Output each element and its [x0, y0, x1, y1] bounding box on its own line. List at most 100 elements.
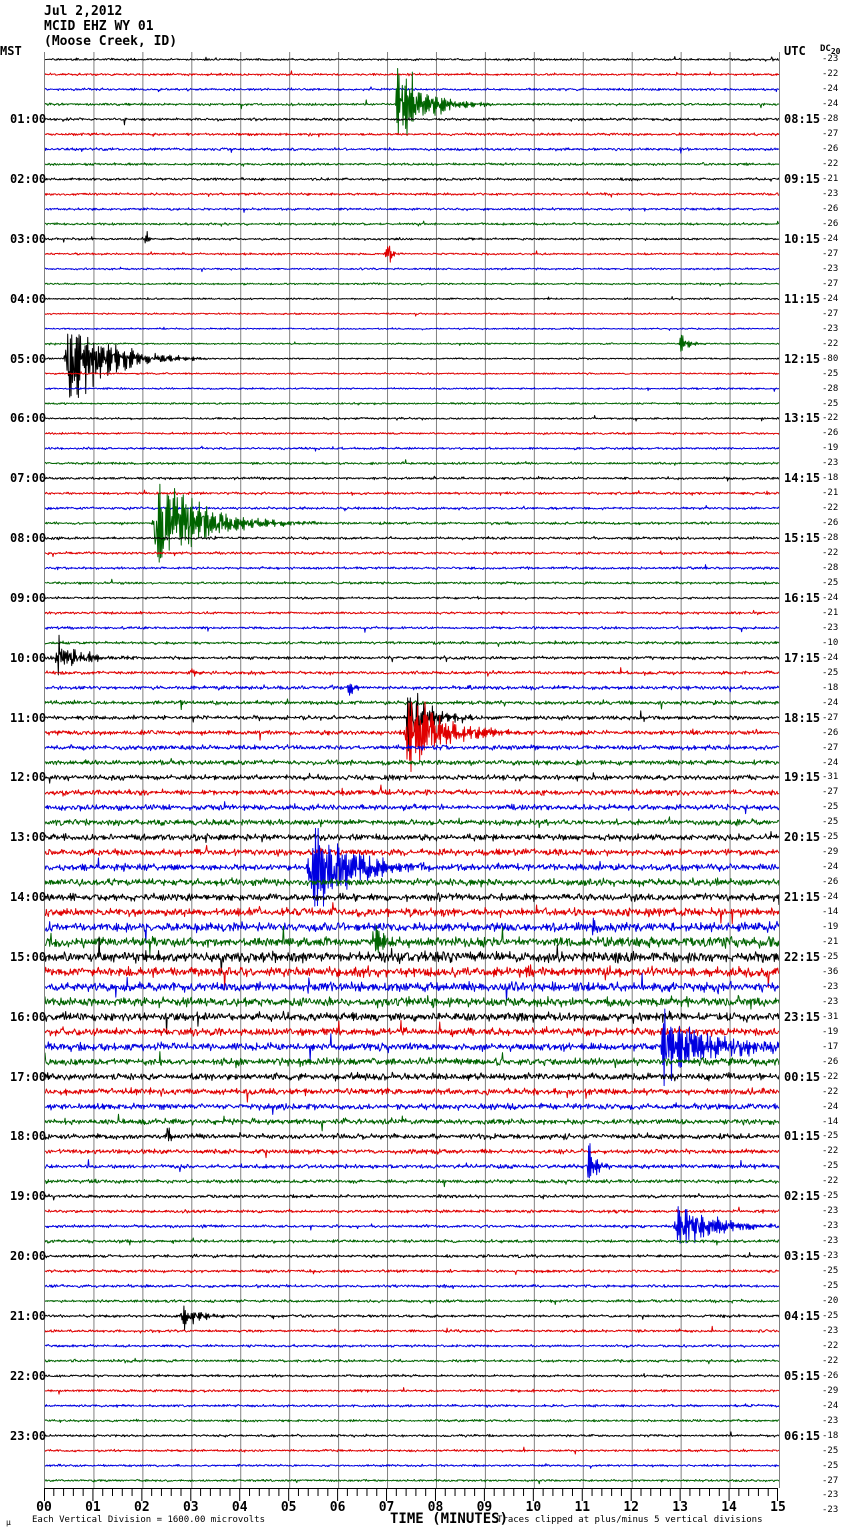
- utc-time-label: 15:15: [784, 531, 821, 546]
- dc-offset-value: -22: [822, 548, 839, 559]
- dc-offset-value: -23: [822, 1236, 839, 1247]
- dc-offset-value: -21: [822, 488, 839, 499]
- utc-time-label: 06:15: [784, 1428, 821, 1443]
- clipping-note: Traces clipped at plus/minus 5 vertical …: [497, 1515, 763, 1525]
- utc-time-label: 12:15: [784, 351, 821, 366]
- dc-offset-value: -25: [822, 1266, 839, 1277]
- x-axis-ticks: [44, 1488, 778, 1501]
- header-location: (Moose Creek, ID): [44, 34, 178, 49]
- dc-offset-value: -26: [822, 144, 839, 155]
- dc-offset-value: -22: [822, 1071, 839, 1082]
- dc-offset-value: -21: [822, 174, 839, 185]
- dc-offset-value: -27: [822, 787, 839, 798]
- utc-time-label: 01:15: [784, 1129, 821, 1144]
- dc-offset-value: -24: [822, 892, 839, 903]
- mst-axis-label: MST: [0, 44, 22, 58]
- dc-offset-value: -18: [822, 473, 839, 484]
- x-axis-tick-label: 03: [182, 1500, 199, 1515]
- dc-offset-value: -21: [822, 607, 839, 618]
- x-axis-tick-label: 04: [231, 1500, 248, 1515]
- dc-offset-value: -19: [822, 443, 839, 454]
- x-axis-tick-label: 02: [134, 1500, 150, 1515]
- x-axis-tick-label: 15: [770, 1500, 786, 1515]
- dc-offset-value: -25: [822, 1281, 839, 1292]
- dc-offset-value: -18: [822, 1430, 839, 1441]
- dc-offset-value: -25: [822, 1161, 839, 1172]
- dc-offset-value: -23: [822, 996, 839, 1007]
- mst-time-label: 05:00: [10, 351, 47, 366]
- dc-offset-value: -19: [822, 922, 839, 933]
- mst-time-label: 15:00: [10, 949, 47, 964]
- seismogram-traces: [45, 52, 779, 1488]
- dc-offset-value: -28: [822, 383, 839, 394]
- dc-offset-value: -24: [822, 293, 839, 304]
- mst-time-label: 06:00: [10, 411, 47, 426]
- utc-time-label: 21:15: [784, 890, 821, 905]
- dc-offset-value: -23: [822, 323, 839, 334]
- dc-offset-value: -22: [822, 1340, 839, 1351]
- microvolt-symbol: μ: [6, 1518, 11, 1527]
- dc-offset-value: -26: [822, 1370, 839, 1381]
- dc-offset-value: -26: [822, 727, 839, 738]
- utc-time-label: 20:15: [784, 830, 821, 845]
- dc-offset-value: -25: [822, 1131, 839, 1142]
- dc-offset-value: -27: [822, 248, 839, 259]
- dc-offset-value: -22: [822, 1355, 839, 1366]
- utc-axis-label: UTC: [784, 44, 806, 58]
- dc-offset-value: -27: [822, 308, 839, 319]
- dc-offset-value: -24: [822, 757, 839, 768]
- dc-offset-value: -24: [822, 592, 839, 603]
- dc-offset-value: -19: [822, 1026, 839, 1037]
- dc-offset-value: -24: [822, 1400, 839, 1411]
- dc-offset-value: -27: [822, 278, 839, 289]
- utc-time-label: 16:15: [784, 590, 821, 605]
- dc-offset-value: -23: [822, 1221, 839, 1232]
- header-station: MCID EHZ WY 01: [44, 19, 154, 34]
- dc-offset-value: -22: [822, 1146, 839, 1157]
- mst-time-label: 17:00: [10, 1069, 47, 1084]
- utc-time-label: 19:15: [784, 770, 821, 785]
- utc-time-label: 08:15: [784, 112, 821, 127]
- mst-time-label: 02:00: [10, 172, 47, 187]
- mst-time-label: 04:00: [10, 291, 47, 306]
- dc-offset-value: -26: [822, 204, 839, 215]
- dc-offset-value: -25: [822, 802, 839, 813]
- x-axis-tick-label: 08: [427, 1500, 444, 1515]
- utc-time-label: 14:15: [784, 471, 821, 486]
- seismogram-plot: [44, 52, 780, 1488]
- mst-time-label: 16:00: [10, 1009, 47, 1024]
- dc-offset-value: -29: [822, 1385, 839, 1396]
- dc-offset-value: -25: [822, 1460, 839, 1471]
- dc-offset-value: -28: [822, 533, 839, 544]
- dc-offset-value: -23: [822, 622, 839, 633]
- utc-time-label: 09:15: [784, 172, 821, 187]
- dc-offset-value: -23: [822, 54, 839, 65]
- dc-offset-value: -20: [822, 1296, 839, 1307]
- utc-time-label: 05:15: [784, 1368, 821, 1383]
- mst-time-label: 18:00: [10, 1129, 47, 1144]
- dc-offset-value: -22: [822, 159, 839, 170]
- dc-offset-value: -22: [822, 1176, 839, 1187]
- utc-time-label: 03:15: [784, 1249, 821, 1264]
- dc-offset-value: -25: [822, 1445, 839, 1456]
- utc-time-label: 10:15: [784, 231, 821, 246]
- dc-offset-value: -25: [822, 1310, 839, 1321]
- dc-offset-value: -24: [822, 99, 839, 110]
- dc-offset-value: -25: [822, 368, 839, 379]
- mst-time-label: 12:00: [10, 770, 47, 785]
- mst-time-label: 22:00: [10, 1368, 47, 1383]
- mst-time-label: 09:00: [10, 590, 47, 605]
- x-axis-tick-label: 07: [378, 1500, 395, 1515]
- x-axis-tick-label: 05: [280, 1500, 297, 1515]
- mst-time-label: 19:00: [10, 1189, 47, 1204]
- dc-offset-value: -25: [822, 667, 839, 678]
- header-date: Jul 2,2012: [44, 4, 123, 19]
- dc-sub: 20: [830, 46, 841, 56]
- dc-offset-value: -17: [822, 1041, 839, 1052]
- mst-time-label: 14:00: [10, 890, 47, 905]
- scale-note: Each Vertical Division = 1600.00 microvo…: [32, 1515, 265, 1525]
- dc-offset-value: -22: [822, 1086, 839, 1097]
- dc-offset-value: -24: [822, 862, 839, 873]
- dc-offset-value: -24: [822, 233, 839, 244]
- mst-time-label: 08:00: [10, 531, 47, 546]
